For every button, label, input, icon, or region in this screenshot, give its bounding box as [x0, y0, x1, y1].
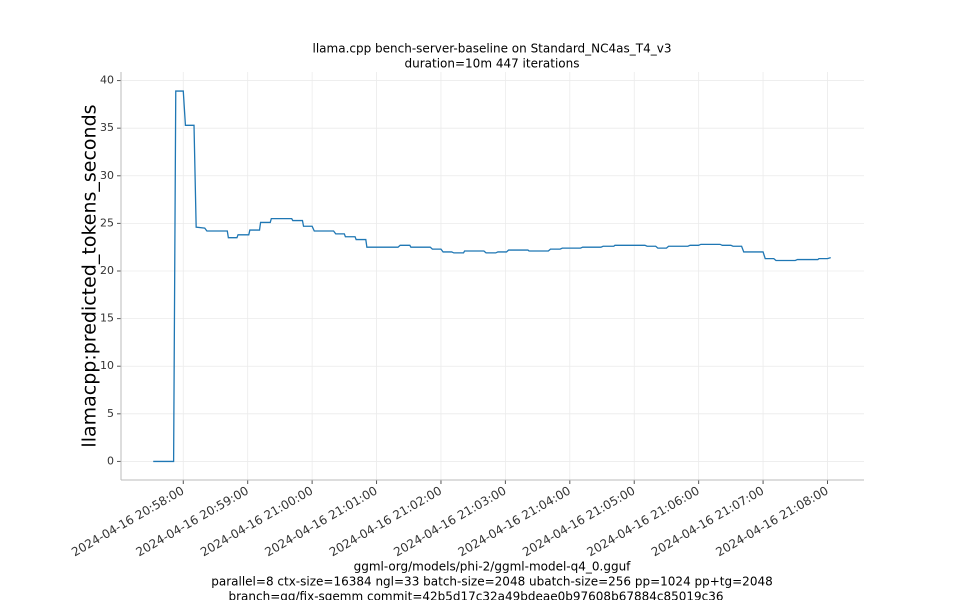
x-axis-label: ggml-org/models/phi-2/ggml-model-q4_0.gg… [354, 560, 632, 574]
data-line [153, 90, 831, 463]
x-tick-label: 2024-04-16 20:58:00 [69, 484, 186, 560]
y-tick-label: 25 [100, 216, 114, 229]
x-tick-label: 2024-04-16 21:00:00 [198, 484, 315, 560]
x-tick-label: 2024-04-16 21:04:00 [456, 484, 573, 560]
y-axis-label: llamacpp:predicted_tokens_seconds [79, 104, 101, 447]
x-tick-label: 2024-04-16 20:59:00 [134, 484, 251, 560]
y-tick-label: 0 [107, 454, 114, 467]
x-tick-label: 2024-04-16 21:02:00 [327, 484, 444, 560]
x-tick-label: 2024-04-16 21:06:00 [585, 484, 702, 560]
x-tick-label: 2024-04-16 21:01:00 [262, 484, 379, 560]
x-tick-label: 2024-04-16 21:05:00 [520, 484, 637, 560]
x-tick-label: 2024-04-16 21:03:00 [391, 484, 508, 560]
y-tick-label: 20 [100, 264, 114, 277]
x-axis-label: branch=gg/fix-sgemm commit=42b5d17c32a49… [229, 590, 724, 600]
x-tick-label: 2024-04-16 21:08:00 [713, 484, 830, 560]
x-tick-label: 2024-04-16 21:07:00 [649, 484, 766, 560]
y-tick-label: 5 [107, 407, 114, 420]
chart-title: llama.cpp bench-server-baseline on Stand… [313, 42, 672, 56]
y-tick-label: 15 [100, 312, 114, 325]
x-axis-label: parallel=8 ctx-size=16384 ngl=33 batch-s… [211, 575, 772, 589]
y-tick-label: 40 [100, 74, 114, 87]
chart-subtitle: duration=10m 447 iterations [405, 57, 580, 71]
y-tick-label: 10 [100, 359, 114, 372]
y-tick-label: 35 [100, 121, 114, 134]
y-tick-label: 30 [100, 169, 114, 182]
